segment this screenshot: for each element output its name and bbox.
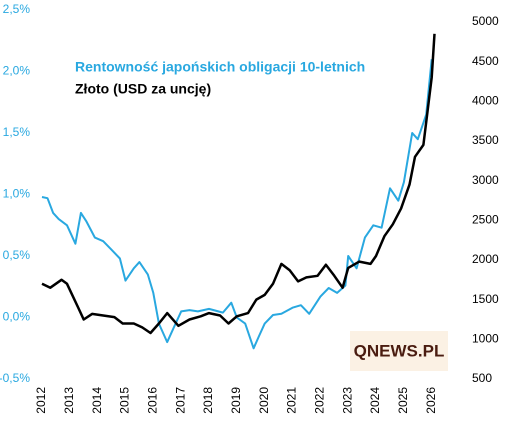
watermark: QNEWS.PL [354,341,445,360]
y2-tick-label: 1000 [472,331,499,345]
y2-tick-label: 3500 [472,133,499,147]
y2-tick-label: 4500 [472,54,499,68]
x-tick-label: 2026 [424,387,438,414]
x-tick-label: 2014 [90,387,104,414]
y-tick-label: 1,0% [3,187,31,201]
watermark-box [350,331,448,371]
y2-tick-label: 2000 [472,252,499,266]
x-tick-label: 2017 [173,387,187,414]
y-tick-label: 2,5% [3,2,31,16]
y-tick-label: 0,0% [3,310,31,324]
series-line [41,59,433,350]
y2-tick-label: 2500 [472,212,499,226]
legend-label: Rentowność japońskich obligacji 10-letni… [75,59,365,75]
series-line [41,33,436,335]
x-tick-label: 2022 [313,387,327,414]
x-tick-label: 2023 [340,387,354,414]
y-tick-label: -0,5% [0,371,30,385]
legend-label: Złoto (USD za uncję) [75,81,211,97]
x-tick-label: 2018 [201,387,215,414]
y-tick-label: 1,5% [3,125,31,139]
x-tick-label: 2019 [229,387,243,414]
y-tick-label: 0,5% [3,248,31,262]
x-tick-label: 2013 [62,387,76,414]
y2-tick-label: 1500 [472,292,499,306]
y-tick-label: 2,0% [3,64,31,78]
x-tick-label: 2012 [34,387,48,414]
y2-tick-label: 500 [472,371,492,385]
y2-tick-label: 3000 [472,173,499,187]
x-tick-label: 2015 [118,387,132,414]
x-tick-label: 2021 [285,387,299,414]
x-tick-label: 2024 [368,387,382,414]
x-tick-label: 2025 [396,387,410,414]
y2-tick-label: 4000 [472,93,499,107]
y2-tick-label: 5000 [472,14,499,28]
x-tick-label: 2020 [257,387,271,414]
x-tick-label: 2016 [145,387,159,414]
